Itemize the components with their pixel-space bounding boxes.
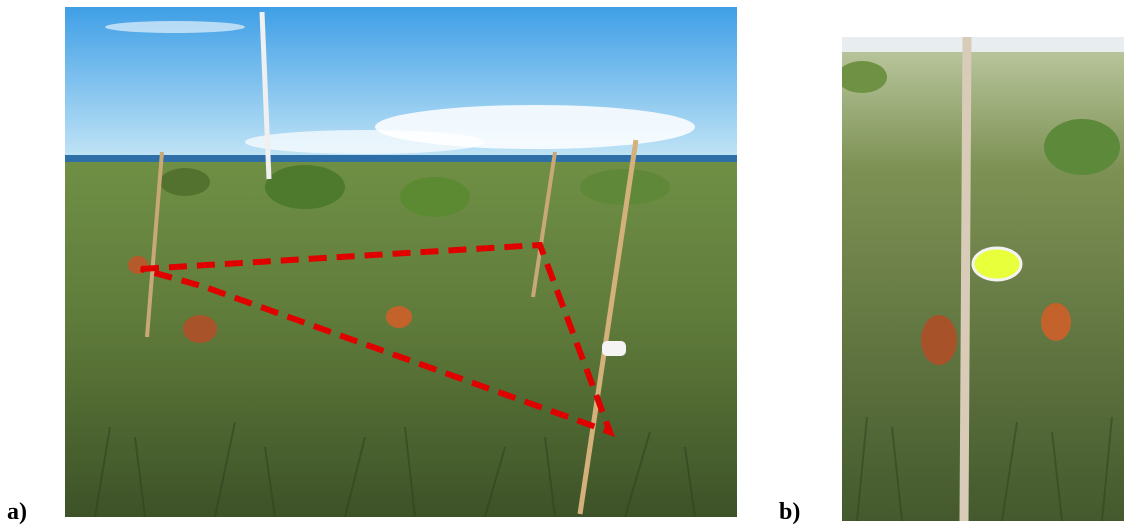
termite-mound	[1041, 303, 1071, 341]
horizon-water	[65, 155, 737, 165]
termite-mound	[921, 315, 957, 365]
stake	[531, 151, 557, 298]
shrub	[160, 168, 210, 196]
cloud	[105, 21, 245, 33]
plot-outline	[140, 241, 616, 438]
shrub	[580, 169, 670, 205]
cloud	[245, 130, 485, 154]
field-plot-illustration	[65, 7, 737, 517]
panel-b-label: b)	[779, 499, 801, 525]
grass-texture	[94, 421, 696, 517]
shrub	[1044, 119, 1120, 175]
shrub	[400, 177, 470, 217]
grass-texture	[856, 416, 1113, 521]
trap-cup	[602, 341, 626, 356]
trap-bowl	[971, 246, 1023, 282]
transmission-pole	[259, 11, 272, 180]
vegetation	[65, 162, 737, 517]
stake	[145, 151, 164, 338]
shrub	[265, 165, 345, 209]
termite-mound	[183, 315, 217, 343]
panel-a-label: a)	[7, 499, 27, 525]
termite-mound	[386, 306, 412, 328]
field-plot-photo	[65, 7, 737, 517]
trap-photo	[842, 37, 1124, 521]
shrub	[842, 61, 887, 93]
stake	[959, 37, 972, 521]
stake	[577, 139, 639, 515]
trap-illustration	[842, 37, 1124, 521]
